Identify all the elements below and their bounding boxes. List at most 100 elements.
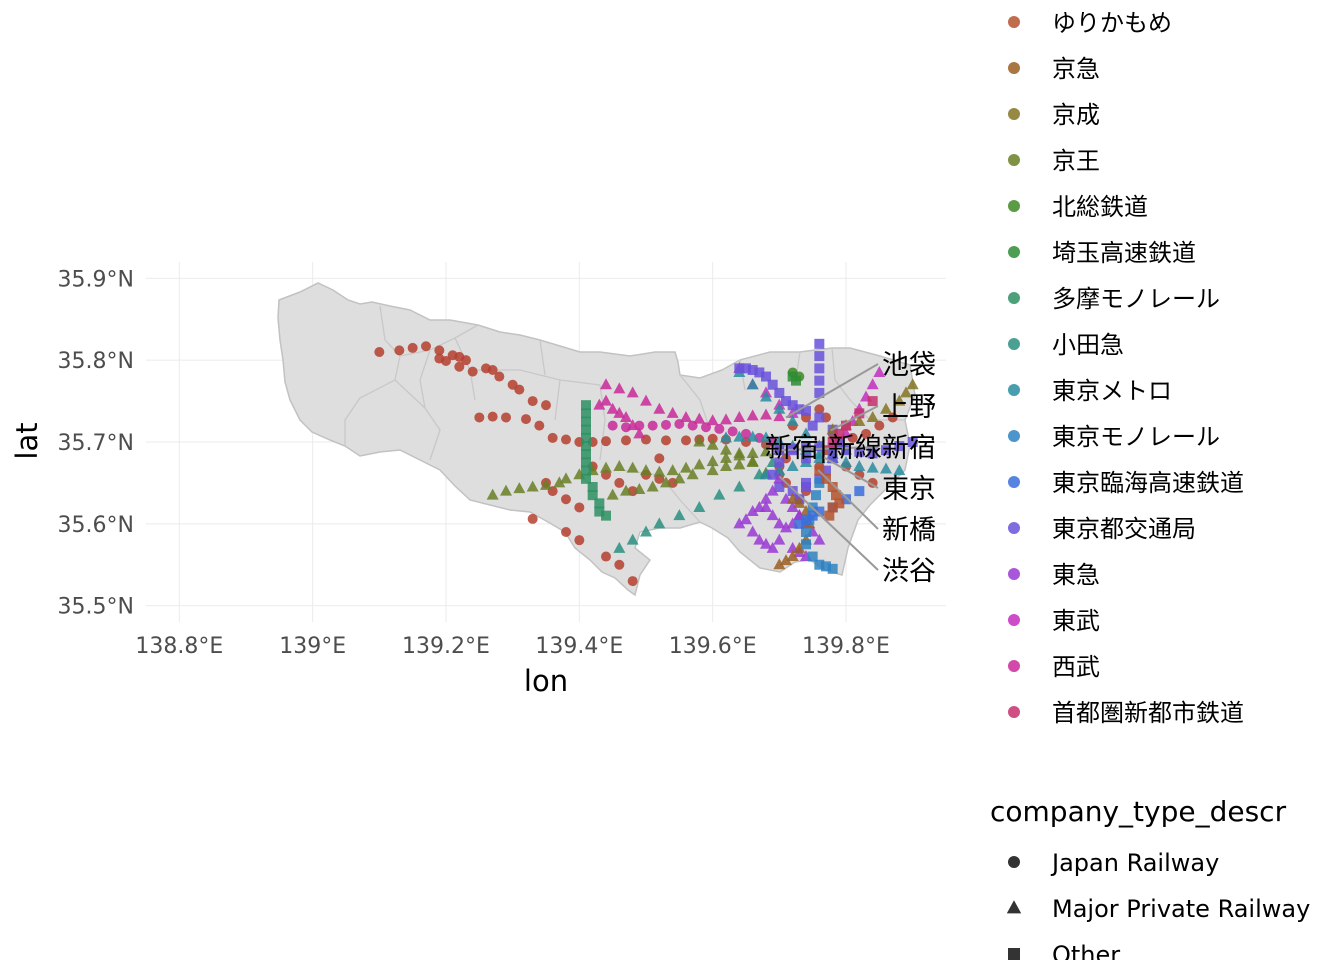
station-point [514,384,525,395]
company-type-legend-title: company_type_descr [990,795,1287,828]
station-point [801,514,811,525]
station-point [666,464,679,476]
station-point [801,477,811,488]
station-point [534,420,545,431]
station-point [824,510,835,521]
station-point [706,455,719,467]
station-point [861,428,871,439]
station-point [461,355,471,366]
station-point [793,541,806,553]
company-legend-key [1008,338,1020,350]
station-point [834,428,845,439]
station-point [626,386,639,398]
station-point [874,420,885,431]
station-point [786,492,799,504]
station-point [887,412,898,423]
station-point [774,457,785,468]
station-point [814,441,825,452]
company-legend-label: 東急 [1052,561,1100,589]
station-point [606,488,619,500]
type-legend-key [1008,948,1020,960]
station-point [587,490,598,501]
station-point [801,441,811,452]
station-point [540,478,552,490]
station-point [793,496,806,508]
y-tick-label: 35.6°N [58,513,134,538]
station-point [733,410,746,422]
station-point [486,488,499,500]
company-legend-key [1008,476,1020,488]
station-point [821,561,831,572]
station-point [753,533,766,545]
station-point [434,345,445,356]
company-legend-key [1008,568,1020,580]
station-point [581,449,591,460]
type-legend-key [1006,900,1022,914]
company-legend-key [1008,16,1020,28]
station-point [673,472,686,484]
station-point [733,458,746,470]
station-point [581,424,591,435]
station-point [561,494,571,505]
station-point [620,484,632,496]
station-point [853,460,866,472]
station-point [740,513,752,525]
station-point [746,525,759,537]
station-points [374,338,919,587]
station-point [827,437,838,447]
station-point [653,402,666,414]
station-point [800,427,812,439]
station-point [814,387,825,398]
company-legend-label: 西武 [1052,653,1100,681]
station-point [907,437,918,447]
station-point [760,445,772,457]
station-point [741,428,751,439]
company-legend-key [1008,154,1020,166]
station-point [733,430,746,442]
company-legend-key [1008,384,1020,396]
station-point [706,464,719,476]
station-point [494,371,505,382]
company-legend-label: 京成 [1052,101,1100,129]
station-point [774,387,785,398]
station-point [720,431,732,443]
station-point [714,423,725,434]
station-point [867,448,878,459]
station-point [774,482,785,492]
station-point [626,461,639,473]
station-point [786,550,799,562]
station-point [467,366,478,377]
station-point [827,502,838,513]
x-axis-label: lon [524,664,568,698]
station-point [766,509,779,521]
station-point [601,551,611,562]
station-point [760,537,772,549]
station-point [693,412,706,424]
x-tick-label: 139.2°E [402,634,490,659]
station-label: 東京 [882,474,936,505]
station-point [581,416,591,427]
company-legend-key [1008,430,1020,442]
station-point [633,427,646,439]
station-point [813,451,826,463]
station-point [773,517,786,529]
station-point [767,379,778,390]
station-point [613,460,626,472]
station-point [814,506,825,517]
station-point [640,394,652,406]
company-legend-label: 首都圏新都市鉄道 [1052,699,1244,727]
y-tick-label: 35.9°N [58,267,134,292]
station-point [500,484,512,496]
station-label: 渋谷 [882,556,936,587]
station-point [801,405,811,416]
x-tick-label: 139.8°E [802,634,890,659]
station-point [421,341,431,352]
station-point [654,453,665,464]
station-point [581,457,591,468]
station-point [880,462,892,474]
company-legend-label: 埼玉高速鉄道 [1052,239,1196,267]
station-point [854,446,865,457]
station-point [814,363,825,374]
station-point [706,438,719,450]
company-legend-label: 東京メトロ [1052,377,1172,405]
